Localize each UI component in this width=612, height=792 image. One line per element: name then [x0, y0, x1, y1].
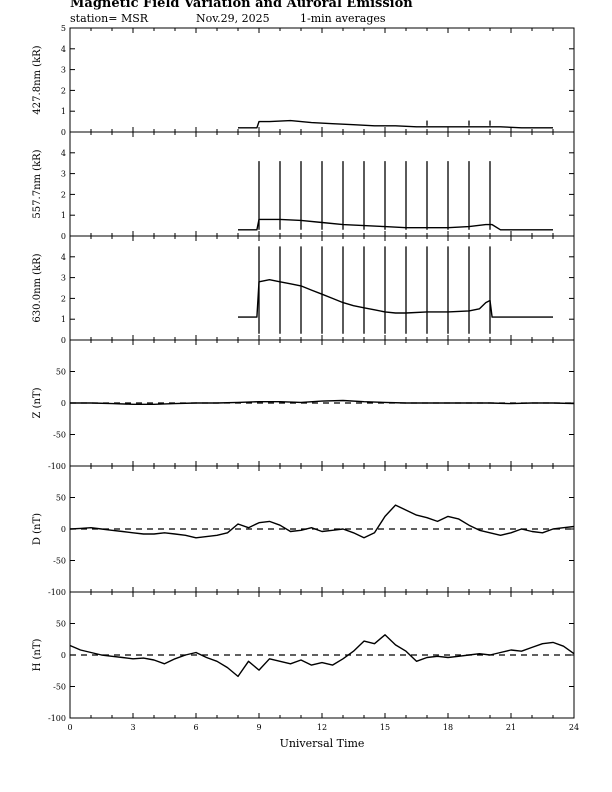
panel-427nm: 0 1 2 3 4 5 427.8nm (kR) [32, 24, 575, 137]
panel-z: -100 -50 0 50 Z (nT) [32, 339, 575, 471]
y-tick-label: -100 [48, 714, 66, 723]
x-tick-label: 9 [256, 723, 261, 732]
x-tick-label: 0 [67, 723, 72, 732]
x-tick-label: 18 [443, 723, 453, 732]
y-tick-label: 0 [61, 399, 66, 408]
y-tick-label: 1 [61, 211, 66, 220]
y-tick-label: 4 [61, 253, 66, 262]
y-tick-label: 0 [61, 651, 66, 660]
y-tick-label: 3 [61, 170, 66, 179]
panel-h: -100 -50 0 50 H (nT) [32, 591, 575, 723]
y-tick-label: 3 [61, 66, 66, 75]
y-tick-label: -100 [48, 462, 66, 471]
y-tick-label: 0 [61, 336, 66, 345]
y-tick-label: -50 [53, 431, 66, 440]
y-axis-label: 427.8nm (kR) [32, 45, 43, 114]
figure-title: Magnetic Field Variation and Auroral Emi… [70, 0, 413, 11]
panel-frame [69, 465, 575, 593]
y-axis-label: H (nT) [32, 638, 43, 671]
x-tick-label: 15 [380, 723, 390, 732]
averaging-label: 1-min averages [300, 12, 386, 25]
y-tick-label: -50 [53, 683, 66, 692]
y-axis-label: D (nT) [32, 513, 43, 545]
y-tick-label: 2 [61, 294, 66, 303]
panel-d: -100 -50 0 50 D (nT) [32, 465, 575, 597]
y-tick-label: 0 [61, 232, 66, 241]
y-tick-label: -100 [48, 588, 66, 597]
x-tick-label: 3 [130, 723, 135, 732]
station-label: station= MSR [70, 12, 149, 25]
y-tick-label: 50 [56, 620, 66, 629]
x-axis-label: Universal Time [280, 737, 365, 750]
y-axis-label: 630.0nm (kR) [32, 253, 43, 322]
series-line [69, 634, 575, 678]
y-tick-label: 3 [61, 274, 66, 283]
y-tick-label: 1 [61, 315, 66, 324]
series-line [238, 279, 553, 318]
y-tick-label: 0 [61, 525, 66, 534]
panel-630nm: 0 1 2 3 4 630.0nm (kR) [32, 235, 575, 345]
x-tick-label: 24 [569, 723, 579, 732]
y-axis-label: 557.7nm (kR) [32, 149, 43, 218]
series-line [238, 119, 553, 129]
y-tick-label: 2 [61, 86, 66, 95]
date-label: Nov.29, 2025 [196, 12, 270, 25]
y-axis-label: Z (nT) [32, 387, 43, 418]
x-tick-label: 12 [317, 723, 327, 732]
panel-frame [69, 591, 575, 719]
x-tick-label: 21 [506, 723, 516, 732]
y-tick-label: 2 [61, 190, 66, 199]
y-tick-label: 50 [56, 368, 66, 377]
panel-frame [69, 27, 575, 133]
y-tick-label: -50 [53, 557, 66, 566]
series-line [238, 218, 553, 231]
series-line [69, 504, 575, 539]
y-tick-label: 50 [56, 494, 66, 503]
y-tick-label: 4 [61, 45, 66, 54]
panel-557nm: 0 1 2 3 4 557.7nm (kR) [32, 131, 575, 241]
y-tick-label: 4 [61, 149, 66, 158]
x-tick-label: 6 [193, 723, 198, 732]
y-tick-label: 5 [61, 24, 66, 33]
y-tick-label: 0 [61, 128, 66, 137]
y-tick-label: 1 [61, 107, 66, 116]
series-line [70, 399, 575, 405]
